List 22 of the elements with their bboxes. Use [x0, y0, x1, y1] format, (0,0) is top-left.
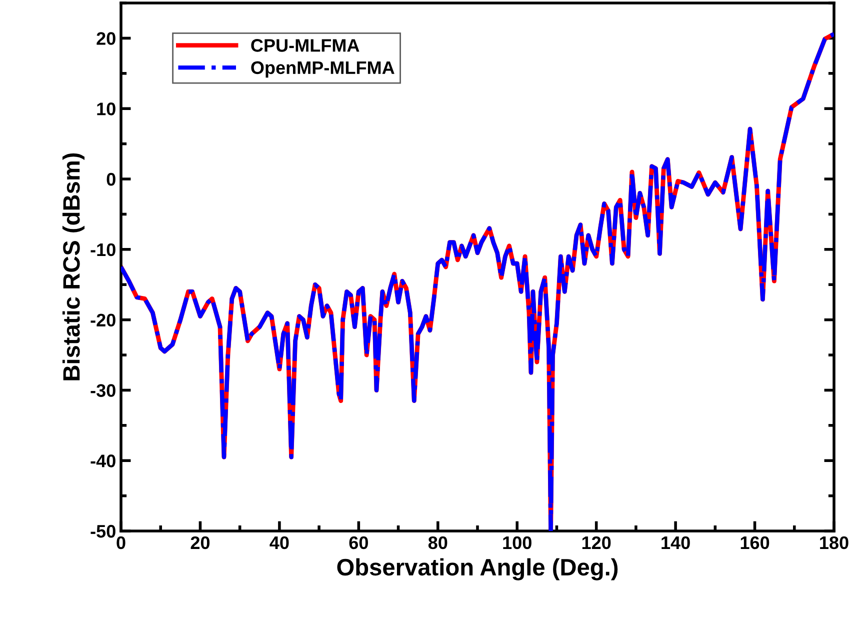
y-tick-label: -30 — [90, 384, 116, 397]
x-tick-label: 180 — [820, 536, 848, 550]
x-tick-label: 40 — [270, 536, 289, 550]
y-axis-title: Bistatic RCS (dBsm) — [62, 153, 84, 380]
legend-label: OpenMP-MLFMA — [251, 61, 394, 78]
x-tick-label: 120 — [582, 536, 611, 550]
x-tick-label: 60 — [349, 536, 368, 550]
x-axis-title: Observation Angle (Deg.) — [337, 558, 618, 580]
x-tick-label: 140 — [662, 536, 690, 550]
y-tick-label: -40 — [90, 454, 116, 468]
x-tick-label: 100 — [503, 536, 532, 550]
x-tick-label: 0 — [116, 536, 126, 550]
legend-label: CPU-MLFMA — [251, 39, 360, 52]
x-tick-label: 160 — [740, 536, 770, 550]
y-tick-label: 20 — [96, 32, 116, 45]
y-tick-label: 0 — [106, 172, 116, 186]
y-tick-label: -10 — [90, 243, 116, 256]
x-tick-label: 20 — [190, 536, 210, 550]
y-tick-label: 10 — [97, 102, 116, 116]
x-tick-label: 80 — [428, 536, 448, 550]
y-tick-label: -20 — [90, 314, 116, 327]
y-tick-label: -50 — [90, 524, 116, 538]
